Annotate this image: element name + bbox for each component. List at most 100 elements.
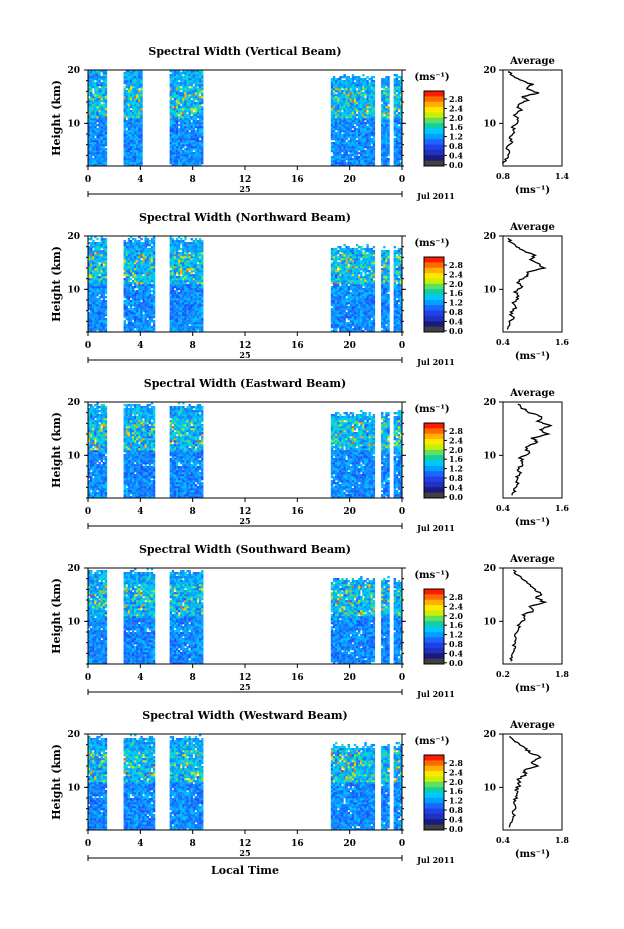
colorbar-frame (423, 422, 445, 499)
colorbar-tick-label: 0.4 (449, 150, 463, 160)
average-y-tick-label: 10 (483, 285, 496, 295)
colorbar-swatch (424, 160, 444, 167)
average-y-tick-label: 20 (483, 730, 496, 740)
panel-1: Spectral Width (Northward Beam) 20 10 Heigh… (50, 211, 569, 367)
colorbar-swatch (424, 433, 444, 440)
colorbar-tick-label: 0.4 (449, 814, 463, 824)
x-tick-label: 4 (137, 839, 143, 849)
colorbar-frame (423, 754, 445, 831)
colorbar-tick-label: 0.4 (449, 648, 463, 658)
colorbar-tick-label: 2.8 (449, 426, 463, 436)
average-y-tick-label: 10 (483, 119, 496, 129)
heatmap-field (88, 402, 403, 499)
x-axis-label: Local Time (211, 864, 279, 877)
average-y-tick-label: 10 (483, 783, 496, 793)
average-x-tick-label: 0.4 (496, 835, 510, 845)
x-tick-label: 20 (343, 175, 356, 185)
average-title: Average (509, 56, 555, 67)
x-tick-label: 4 (137, 341, 143, 351)
panel-3: Spectral Width (Southward Beam) 20 10 Heigh… (50, 543, 569, 699)
colorbar-tick-label: 2.8 (449, 592, 463, 602)
date-label: Jul 2011 (416, 689, 455, 699)
date-day: 25 (239, 184, 250, 194)
colorbar-swatch (424, 771, 444, 777)
average-profile-line (506, 237, 548, 330)
average-unit-label: (ms⁻¹) (515, 185, 550, 196)
colorbar-tick-label: 2.4 (449, 269, 463, 279)
colorbar-swatch (424, 476, 444, 483)
heatmap-field (88, 70, 403, 167)
y-tick-label: 20 (67, 232, 80, 242)
colorbar-swatch (424, 487, 444, 494)
colorbar-swatch (424, 273, 444, 279)
colorbar-tick-label: 0.8 (449, 307, 463, 317)
average-unit-label: (ms⁻¹) (515, 683, 550, 694)
x-tick-label: 12 (239, 175, 252, 185)
average-y-tick-label: 10 (483, 451, 496, 461)
colorbar-swatch (424, 278, 444, 285)
colorbar-tick-label: 2.0 (449, 113, 463, 123)
colorbar-swatch (424, 444, 444, 451)
colorbar-swatch (424, 449, 444, 456)
colorbar-tick-label: 0.0 (449, 658, 463, 668)
average-x-tick-label: 1.6 (555, 503, 569, 513)
panel-4: Spectral Width (Westward Beam) 20 10 Height… (50, 709, 569, 865)
colorbar-unit-label: (ms⁻¹) (414, 570, 449, 581)
colorbar-tick-label: 2.4 (449, 435, 463, 445)
x-tick-label: 0 (85, 673, 91, 683)
colorbar-unit-label: (ms⁻¹) (414, 238, 449, 249)
date-label: Jul 2011 (416, 357, 455, 367)
colorbar-tick-label: 0.4 (449, 482, 463, 492)
panel-title: Spectral Width (Northward Beam) (139, 211, 351, 224)
date-label: Jul 2011 (416, 523, 455, 533)
colorbar-swatch (424, 792, 444, 799)
x-tick-label: 12 (239, 839, 252, 849)
y-axis-label: Height (km) (50, 80, 63, 156)
colorbar-tick-label: 0.8 (449, 141, 463, 151)
colorbar-tick-label: 1.2 (449, 796, 463, 806)
colorbar-swatch (424, 96, 444, 103)
date-day: 25 (239, 848, 250, 858)
panel-title: Spectral Width (Eastward Beam) (144, 377, 346, 390)
date-day: 25 (239, 350, 250, 360)
colorbar-swatch (424, 594, 444, 601)
x-tick-label: 20 (343, 839, 356, 849)
average-y-tick-label: 10 (483, 617, 496, 627)
x-tick-label: 0 (399, 839, 405, 849)
colorbar-tick-label: 2.0 (449, 279, 463, 289)
colorbar-swatch (424, 117, 444, 124)
average-x-tick-label: 0.4 (496, 337, 510, 347)
x-tick-label: 12 (239, 507, 252, 517)
heatmap-field (88, 236, 403, 333)
x-tick-label: 0 (399, 341, 405, 351)
colorbar-unit-label: (ms⁻¹) (414, 72, 449, 83)
y-tick-label: 20 (67, 730, 80, 740)
colorbar-frame (423, 588, 445, 665)
colorbar-swatch (424, 321, 444, 328)
average-y-tick-label: 20 (483, 232, 496, 242)
y-axis-label: Height (km) (50, 246, 63, 322)
average-x-tick-label: 0.2 (496, 669, 510, 679)
y-tick-label: 10 (67, 783, 80, 793)
colorbar-swatch (424, 781, 444, 788)
average-x-tick-label: 1.4 (555, 171, 569, 181)
colorbar-tick-label: 0.0 (449, 160, 463, 170)
x-tick-label: 8 (190, 341, 196, 351)
colorbar-unit-label: (ms⁻¹) (414, 736, 449, 747)
colorbar-tick-label: 1.2 (449, 298, 463, 308)
average-profile-line (511, 403, 553, 496)
colorbar-frame (423, 90, 445, 167)
colorbar-swatch (424, 112, 444, 119)
colorbar-swatch (424, 787, 444, 793)
colorbar-swatch (424, 492, 444, 499)
heatmap-field (88, 734, 403, 831)
x-tick-label: 20 (343, 507, 356, 517)
colorbar-swatch (424, 123, 444, 129)
date-label: Jul 2011 (416, 855, 455, 865)
colorbar-swatch (424, 615, 444, 622)
colorbar-swatch (424, 267, 444, 274)
average-profile-line (501, 70, 540, 164)
average-y-tick-label: 20 (483, 398, 496, 408)
date-label: Jul 2011 (416, 191, 455, 201)
colorbar-tick-label: 1.2 (449, 464, 463, 474)
